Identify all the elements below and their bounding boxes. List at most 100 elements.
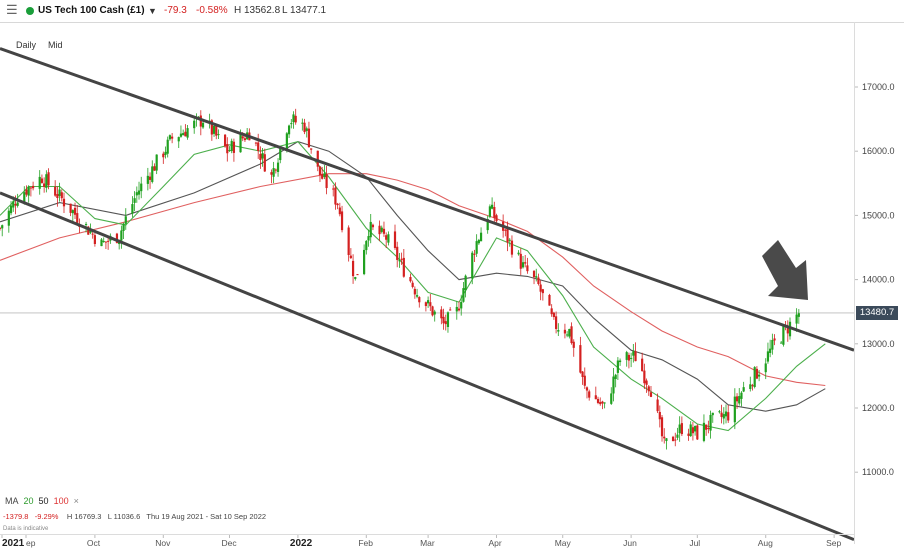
candle-body xyxy=(27,186,30,196)
candle-body xyxy=(182,133,185,136)
candle-body xyxy=(724,411,728,417)
price-type-selector[interactable]: Mid xyxy=(48,40,63,50)
candle-body xyxy=(479,232,483,242)
candle-body xyxy=(647,386,650,392)
candle-body xyxy=(137,190,141,195)
candle-body xyxy=(162,153,165,158)
ma-20-label[interactable]: 20 xyxy=(23,496,34,506)
candle-body xyxy=(131,204,134,214)
candle-body xyxy=(596,398,600,403)
candle-body xyxy=(287,125,291,135)
candle-body xyxy=(722,414,725,419)
candle-body xyxy=(38,176,41,189)
ma-50-label[interactable]: 50 xyxy=(38,496,49,506)
candle-body xyxy=(634,351,637,362)
candle-body xyxy=(321,173,324,179)
candle-body xyxy=(43,183,46,187)
candle-body xyxy=(766,351,770,362)
candle-body xyxy=(279,147,282,161)
candle-body xyxy=(58,189,61,196)
candle-body xyxy=(554,316,558,329)
candle-body xyxy=(493,206,496,218)
candle-body xyxy=(316,150,319,167)
candle-body xyxy=(618,360,622,363)
close-icon[interactable]: × xyxy=(73,496,79,506)
candle-body xyxy=(323,173,326,178)
candle-body xyxy=(625,352,628,360)
candle-body xyxy=(566,334,569,336)
y-tick-label: 14000.0 xyxy=(862,275,895,285)
candle-body xyxy=(396,246,399,260)
x-tick-label: Jul xyxy=(689,538,700,548)
candle-body xyxy=(758,374,761,377)
candle-body xyxy=(155,154,158,171)
candle-body xyxy=(782,326,785,345)
candle-body xyxy=(797,313,800,317)
candle-body xyxy=(217,134,220,136)
candle-body xyxy=(440,309,443,319)
candle-body xyxy=(749,384,752,389)
candle-body xyxy=(133,198,136,203)
candle-body xyxy=(473,253,476,255)
disclaimer: Data is indicative xyxy=(3,526,49,532)
candle-body xyxy=(537,277,540,284)
candle-body xyxy=(735,396,739,402)
candle-body xyxy=(521,262,525,268)
candle-body xyxy=(524,262,527,264)
candle-body xyxy=(718,411,721,413)
candle-body xyxy=(665,438,668,442)
candle-body xyxy=(325,174,328,189)
candle-body xyxy=(301,122,304,124)
candle-body xyxy=(45,174,48,188)
candle-body xyxy=(475,241,478,254)
candle-body xyxy=(146,175,149,184)
timeframe-selector[interactable]: Daily xyxy=(16,40,37,50)
menu-icon[interactable]: ☰ xyxy=(6,2,18,17)
candle-body xyxy=(54,186,57,196)
candle-body xyxy=(380,227,383,232)
candle-body xyxy=(171,136,174,139)
candle-body xyxy=(702,422,706,441)
candle-body xyxy=(347,227,350,256)
candle-body xyxy=(71,210,74,214)
candle-body xyxy=(382,228,386,234)
candle-body xyxy=(557,330,560,332)
candle-body xyxy=(292,114,295,123)
candle-body xyxy=(89,231,92,233)
candle-body xyxy=(14,203,17,206)
candle-body xyxy=(508,239,511,241)
candle-body xyxy=(599,402,602,405)
channel-trendlines xyxy=(0,47,855,541)
candle-body xyxy=(385,235,388,240)
price-change-percent: -0.58% xyxy=(196,5,228,16)
candle-body xyxy=(780,342,783,344)
candle-body xyxy=(504,229,507,231)
candle-body xyxy=(340,211,344,231)
candle-body xyxy=(398,260,401,262)
x-tick-label: Sep xyxy=(826,538,841,548)
candle-body xyxy=(616,360,619,373)
session-low: L 13477.1 xyxy=(282,5,327,16)
candle-body xyxy=(413,288,416,295)
ma-100-label[interactable]: 100 xyxy=(53,496,69,506)
candle-body xyxy=(351,260,355,277)
candle-body xyxy=(334,187,337,205)
candle-body xyxy=(230,140,233,152)
candle-body xyxy=(705,424,708,430)
candle-body xyxy=(429,302,432,307)
candle-body xyxy=(464,275,467,291)
instrument-name[interactable]: US Tech 100 Cash (£1) xyxy=(38,5,145,16)
candle-body xyxy=(680,423,683,435)
candle-body xyxy=(363,249,366,275)
candle-body xyxy=(276,162,280,172)
candle-body xyxy=(23,192,26,203)
candle-body xyxy=(541,289,544,294)
candle-body xyxy=(47,172,50,186)
candle-body xyxy=(477,239,480,244)
candle-body xyxy=(124,216,127,224)
chevron-down-icon[interactable]: ▼ xyxy=(148,6,157,16)
candle-body xyxy=(532,270,536,278)
candle-body xyxy=(490,204,494,209)
candle-body xyxy=(614,374,617,380)
